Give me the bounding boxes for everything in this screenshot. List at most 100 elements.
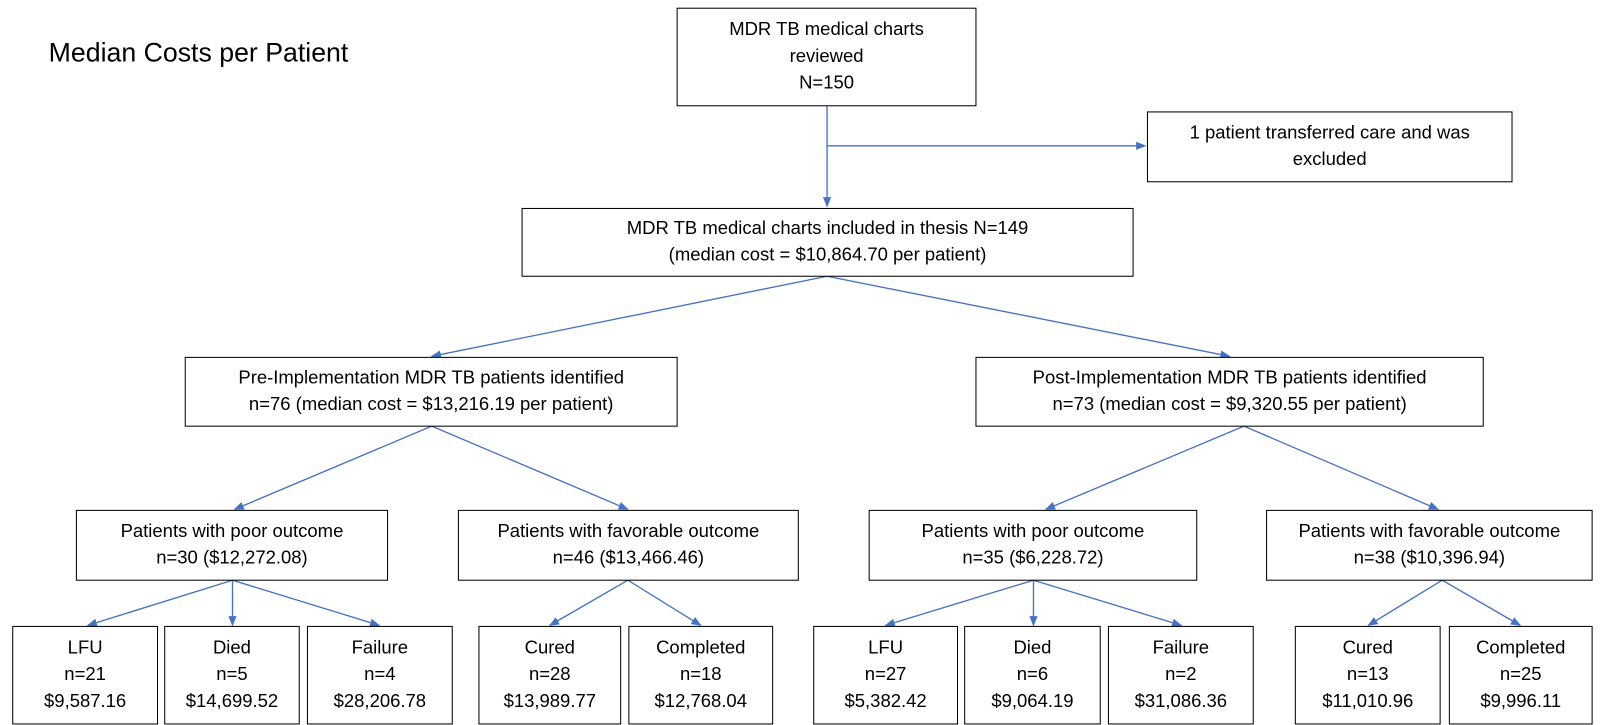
node-label: Patients with favorable outcome: [1298, 520, 1560, 541]
arrow: [1033, 579, 1183, 627]
node-label: Died: [1013, 636, 1051, 657]
node-label: n=25: [1500, 663, 1542, 684]
node-box: [1294, 625, 1441, 725]
node-label: $13,989.77: [504, 690, 596, 711]
node: Failure n=4 $28,206.78: [306, 625, 453, 725]
node-box: [521, 207, 1134, 277]
node-label: LFU: [68, 636, 103, 657]
node-box: [478, 625, 622, 725]
node-label: $11,010.96: [1322, 690, 1413, 711]
node-label: $9,587.16: [44, 690, 126, 711]
node: Completed n=18 $12,768.04: [628, 625, 774, 725]
node: Cured n=28 $13,989.77: [478, 625, 622, 725]
node-label: n=18: [680, 663, 722, 684]
node-box: [1448, 625, 1593, 725]
node-box: [964, 625, 1101, 725]
node-label: $5,382.42: [845, 690, 927, 711]
node-label: n=73 (median cost = $9,320.55 per patien…: [1052, 393, 1406, 414]
node: Post-Implementation MDR TB patients iden…: [975, 356, 1484, 427]
node-box: [813, 625, 958, 725]
node: Completed n=25 $9,996.11: [1448, 625, 1593, 725]
node-label: Cured: [525, 636, 575, 657]
node-label: Post-Implementation MDR TB patients iden…: [1033, 366, 1427, 387]
node-label: n=2: [1165, 663, 1196, 684]
node-label: Failure: [1153, 636, 1209, 657]
node-label: $9,064.19: [991, 690, 1073, 711]
node-label: Patients with poor outcome: [121, 520, 344, 541]
node-label: $28,206.78: [334, 690, 426, 711]
node-label: LFU: [868, 636, 903, 657]
node-label: MDR TB medical charts: [729, 18, 924, 39]
node: MDR TB medical charts included in thesis…: [521, 207, 1134, 277]
arrow: [1367, 579, 1443, 626]
node-label: Failure: [352, 636, 408, 657]
arrow: [627, 579, 702, 626]
arrow: [826, 275, 1231, 359]
node-label: n=28: [529, 663, 571, 684]
node-label: n=30 ($12,272.08): [156, 547, 307, 568]
edges: [86, 105, 1522, 627]
node-box: [1266, 509, 1593, 581]
arrow: [884, 579, 1034, 627]
node-label: n=13: [1347, 663, 1389, 684]
node: MDR TB medical charts reviewed N=150: [676, 7, 977, 107]
node-box: [975, 356, 1484, 427]
node-label: 1 patient transferred care and was: [1190, 121, 1470, 142]
node-box: [184, 356, 678, 427]
node-label: n=6: [1017, 663, 1048, 684]
nodes: MDR TB medical charts reviewed N=150 1 pati…: [12, 7, 1593, 725]
arrow: [548, 579, 629, 626]
node-label: Patients with favorable outcome: [497, 520, 759, 541]
node: Patients with favorable outcome n=46 ($13…: [457, 509, 799, 581]
node-box: [868, 509, 1198, 581]
node-box: [457, 509, 799, 581]
node-box: [676, 7, 977, 107]
node: Died n=6 $9,064.19: [964, 625, 1101, 725]
node: Died n=5 $14,699.52: [164, 625, 300, 725]
node-label: n=38 ($10,396.94): [1354, 547, 1505, 568]
node-label: Completed: [1476, 636, 1565, 657]
node-label: MDR TB medical charts included in thesis…: [627, 217, 1029, 238]
arrow: [1044, 425, 1245, 510]
node: Patients with poor outcome n=30 ($12,272.…: [75, 509, 389, 581]
node-label: n=76 (median cost = $13,216.19 per patie…: [249, 393, 613, 414]
arrow: [430, 275, 828, 359]
node-label: $14,699.52: [186, 690, 278, 711]
node-box: [164, 625, 300, 725]
node-label: n=46 ($13,466.46): [553, 547, 704, 568]
node-label: $31,086.36: [1135, 690, 1227, 711]
arrow: [431, 425, 629, 510]
node-label: $9,996.11: [1480, 690, 1561, 711]
node: Failure n=2 $31,086.36: [1107, 625, 1254, 725]
node-label: N=150: [799, 72, 854, 93]
node: Cured n=13 $11,010.96: [1294, 625, 1441, 725]
node-label: n=27: [865, 663, 907, 684]
node-label: n=5: [216, 663, 247, 684]
node-box: [1107, 625, 1254, 725]
arrow: [1441, 579, 1522, 626]
node-box: [12, 625, 159, 725]
node: Patients with poor outcome n=35 ($6,228.7…: [868, 509, 1198, 581]
node-box: [1146, 111, 1513, 183]
node: LFU n=27 $5,382.42: [813, 625, 958, 725]
node-label: $12,768.04: [655, 690, 747, 711]
node-label: Died: [213, 636, 251, 657]
arrow: [232, 579, 381, 627]
node: Patients with favorable outcome n=38 ($10…: [1266, 509, 1593, 581]
node: 1 patient transferred care and was exclud…: [1146, 111, 1513, 183]
node-label: Patients with poor outcome: [922, 520, 1145, 541]
node-label: reviewed: [790, 45, 864, 66]
node-label: Pre-Implementation MDR TB patients ident…: [238, 366, 624, 387]
node-label: n=21: [64, 663, 106, 684]
node-label: excluded: [1293, 148, 1367, 169]
node-label: Completed: [656, 636, 745, 657]
node-box: [75, 509, 389, 581]
node-box: [628, 625, 774, 725]
arrow: [86, 579, 233, 627]
node-label: n=35 ($6,228.72): [962, 547, 1103, 568]
node-label: Cured: [1343, 636, 1393, 657]
node-label: (median cost = $10,864.70 per patient): [669, 244, 987, 265]
node: LFU n=21 $9,587.16: [12, 625, 159, 725]
arrow: [1243, 425, 1440, 510]
